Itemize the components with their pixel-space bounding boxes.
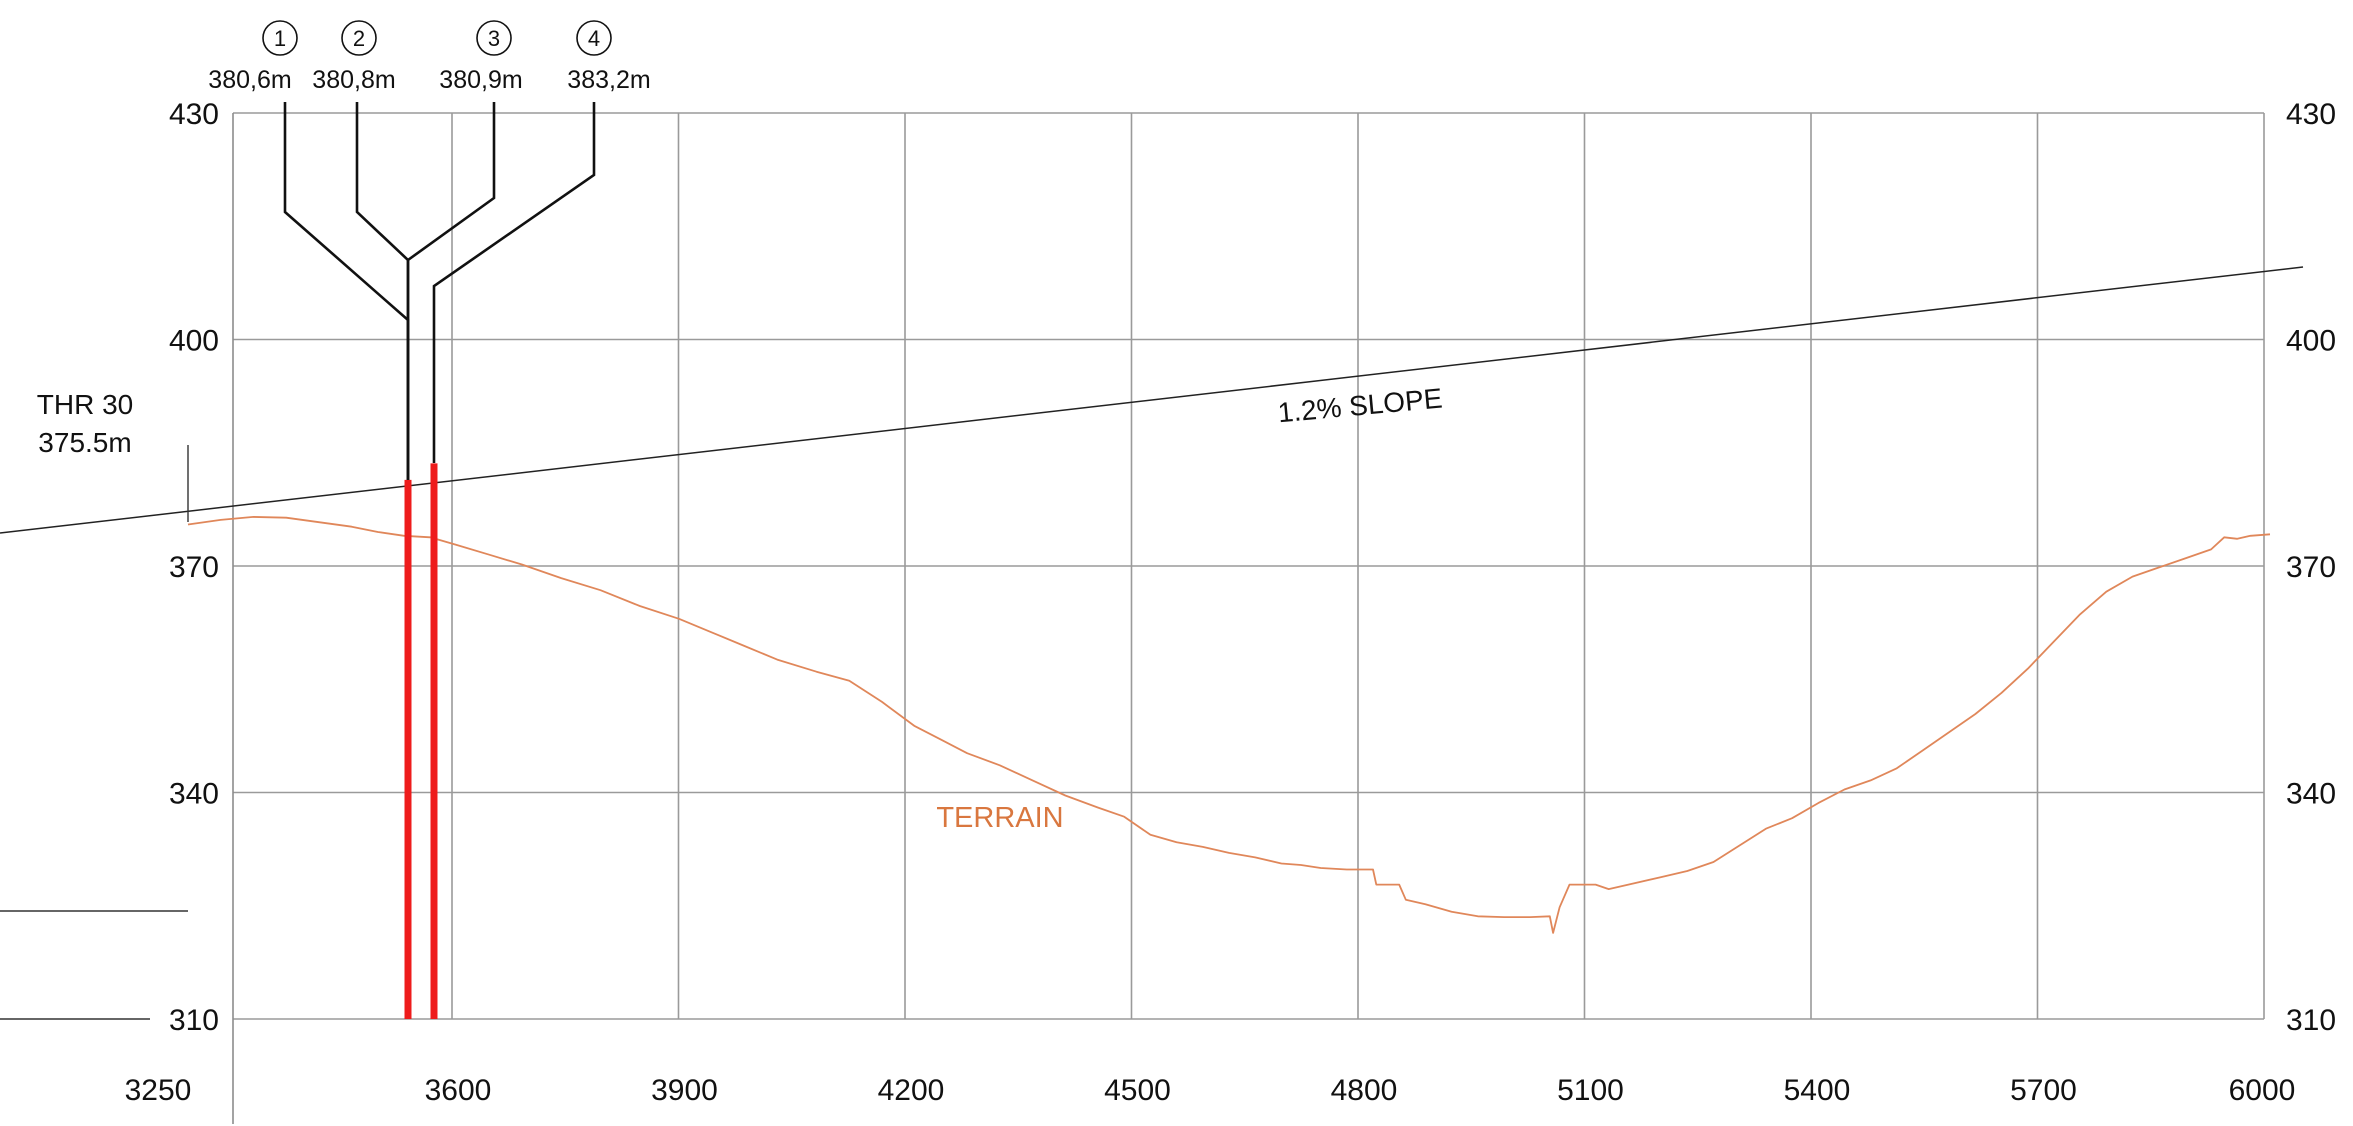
slope-label: 1.2% SLOPE xyxy=(1276,383,1443,429)
marker-number: 3 xyxy=(488,26,500,51)
x-tick-label: 5100 xyxy=(1557,1074,1624,1107)
slope-line-group xyxy=(0,266,2304,534)
marker-3: 3 380,9m xyxy=(406,20,523,480)
x-tick-label: 5700 xyxy=(2010,1074,2077,1107)
x-tick-label: 3600 xyxy=(425,1074,492,1107)
x-tick-label: 3900 xyxy=(651,1074,718,1107)
marker-elevation: 380,6m xyxy=(208,66,291,94)
marker-elevation: 380,9m xyxy=(439,66,522,94)
marker-circle xyxy=(476,20,512,56)
x-tick-label: 4200 xyxy=(878,1074,945,1107)
y-tick-label-right: 430 xyxy=(2286,98,2336,131)
y-tick-label-left: 400 xyxy=(169,325,219,358)
marker-leader-line xyxy=(283,102,410,480)
terrain-profile-group xyxy=(187,516,2271,934)
marker-1: 1 380,6m xyxy=(208,20,410,480)
marker-leader-line xyxy=(432,102,596,463)
axes: 430 430 400 400 370 370 340 340 310 310 3250 3600 39… xyxy=(125,98,2336,1124)
terrain-label: TERRAIN xyxy=(936,802,1063,834)
y-tick-label-left: 430 xyxy=(169,98,219,131)
marker-2: 2 380,8m xyxy=(312,20,410,480)
marker-number: 4 xyxy=(588,26,600,51)
y-tick-label-right: 370 xyxy=(2286,551,2336,584)
marker-circle xyxy=(341,20,377,56)
x-tick-label: 6000 xyxy=(2229,1074,2296,1107)
threshold-elevation: 375.5m xyxy=(38,427,131,458)
slope-line xyxy=(0,266,2304,534)
y-tick-label-left: 310 xyxy=(169,1004,219,1037)
marker-elevation: 383,2m xyxy=(567,66,650,94)
marker-leader-line xyxy=(355,102,410,480)
marker-leader-line xyxy=(406,102,496,480)
piers xyxy=(404,463,438,1019)
marker-number: 2 xyxy=(353,26,365,51)
terrain-line xyxy=(187,516,2271,934)
y-tick-label-right: 310 xyxy=(2286,1004,2336,1037)
marker-4: 4 383,2m xyxy=(432,20,651,463)
section-markers: 1 380,6m 2 380,8m 3 380,9m 4 383,2m xyxy=(208,20,651,480)
marker-circle xyxy=(576,20,612,56)
y-tick-label-right: 400 xyxy=(2286,325,2336,358)
grid xyxy=(233,112,2265,1020)
marker-elevation: 380,8m xyxy=(312,66,395,94)
marker-number: 1 xyxy=(274,26,286,51)
threshold-label: THR 30 375.5m xyxy=(37,389,133,458)
threshold-title: THR 30 xyxy=(37,389,133,420)
x-tick-label: 4800 xyxy=(1331,1074,1398,1107)
y-tick-label-left: 370 xyxy=(169,551,219,584)
x-tick-label: 4500 xyxy=(1104,1074,1171,1107)
x-tick-label: 3250 xyxy=(125,1074,192,1107)
left-reference-lines xyxy=(0,910,188,1020)
y-tick-label-right: 340 xyxy=(2286,778,2336,811)
x-tick-label: 5400 xyxy=(1784,1074,1851,1107)
marker-circle xyxy=(262,20,298,56)
y-tick-label-left: 340 xyxy=(169,778,219,811)
